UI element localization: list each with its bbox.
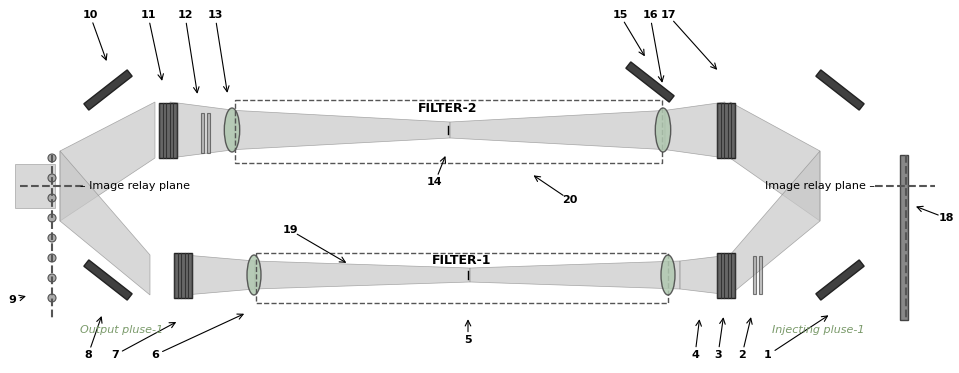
Text: 13: 13: [207, 10, 222, 20]
Text: 2: 2: [738, 350, 746, 360]
Text: 20: 20: [562, 195, 577, 205]
Text: 1: 1: [764, 350, 772, 360]
Bar: [717, 253, 735, 298]
Text: 15: 15: [612, 10, 628, 20]
Text: 17: 17: [660, 10, 676, 20]
Text: 7: 7: [111, 350, 119, 360]
Text: 18: 18: [938, 213, 954, 223]
Circle shape: [48, 234, 56, 242]
Polygon shape: [816, 70, 864, 110]
Polygon shape: [83, 260, 132, 300]
Text: – Image relay plane: – Image relay plane: [80, 181, 190, 191]
Circle shape: [48, 294, 56, 302]
Text: 16: 16: [643, 10, 658, 20]
Bar: [159, 103, 177, 157]
Polygon shape: [680, 255, 730, 295]
Polygon shape: [730, 151, 820, 295]
Circle shape: [48, 194, 56, 202]
Text: 11: 11: [140, 10, 155, 20]
Bar: [753, 256, 756, 294]
Circle shape: [48, 214, 56, 222]
Circle shape: [48, 154, 56, 162]
Polygon shape: [15, 164, 55, 208]
Polygon shape: [626, 62, 674, 102]
Ellipse shape: [247, 255, 261, 295]
Polygon shape: [730, 102, 820, 221]
Polygon shape: [83, 70, 132, 110]
Text: 10: 10: [82, 10, 98, 20]
Text: 14: 14: [427, 177, 443, 187]
Polygon shape: [170, 102, 235, 158]
Text: Image relay plane –: Image relay plane –: [765, 181, 875, 191]
Bar: [717, 103, 735, 157]
Text: FILTER-1: FILTER-1: [433, 254, 492, 266]
Text: 3: 3: [714, 350, 722, 360]
Bar: [235, 100, 662, 163]
Ellipse shape: [224, 108, 240, 152]
Text: Injecting pluse-1: Injecting pluse-1: [773, 325, 865, 335]
Polygon shape: [255, 261, 470, 289]
Polygon shape: [665, 102, 725, 158]
Text: 12: 12: [177, 10, 193, 20]
Bar: [759, 256, 761, 294]
Circle shape: [48, 274, 56, 282]
Bar: [900, 155, 908, 320]
Text: 9: 9: [8, 295, 16, 305]
Bar: [174, 253, 192, 298]
Polygon shape: [235, 110, 450, 150]
Polygon shape: [470, 261, 680, 289]
Ellipse shape: [661, 255, 675, 295]
Text: Output pluse-1: Output pluse-1: [80, 325, 163, 335]
Text: 19: 19: [282, 225, 298, 235]
Bar: [206, 113, 209, 153]
Ellipse shape: [655, 108, 670, 152]
Polygon shape: [816, 260, 864, 300]
Circle shape: [48, 174, 56, 182]
Bar: [200, 113, 203, 153]
Text: 6: 6: [152, 350, 159, 360]
Polygon shape: [185, 255, 255, 295]
Bar: [256, 253, 668, 303]
Text: 5: 5: [464, 335, 472, 345]
Text: 8: 8: [84, 350, 92, 360]
Circle shape: [48, 254, 56, 262]
Polygon shape: [450, 110, 665, 150]
Polygon shape: [60, 151, 150, 295]
Polygon shape: [60, 102, 155, 221]
Text: 4: 4: [691, 350, 699, 360]
Text: FILTER-2: FILTER-2: [418, 101, 478, 115]
